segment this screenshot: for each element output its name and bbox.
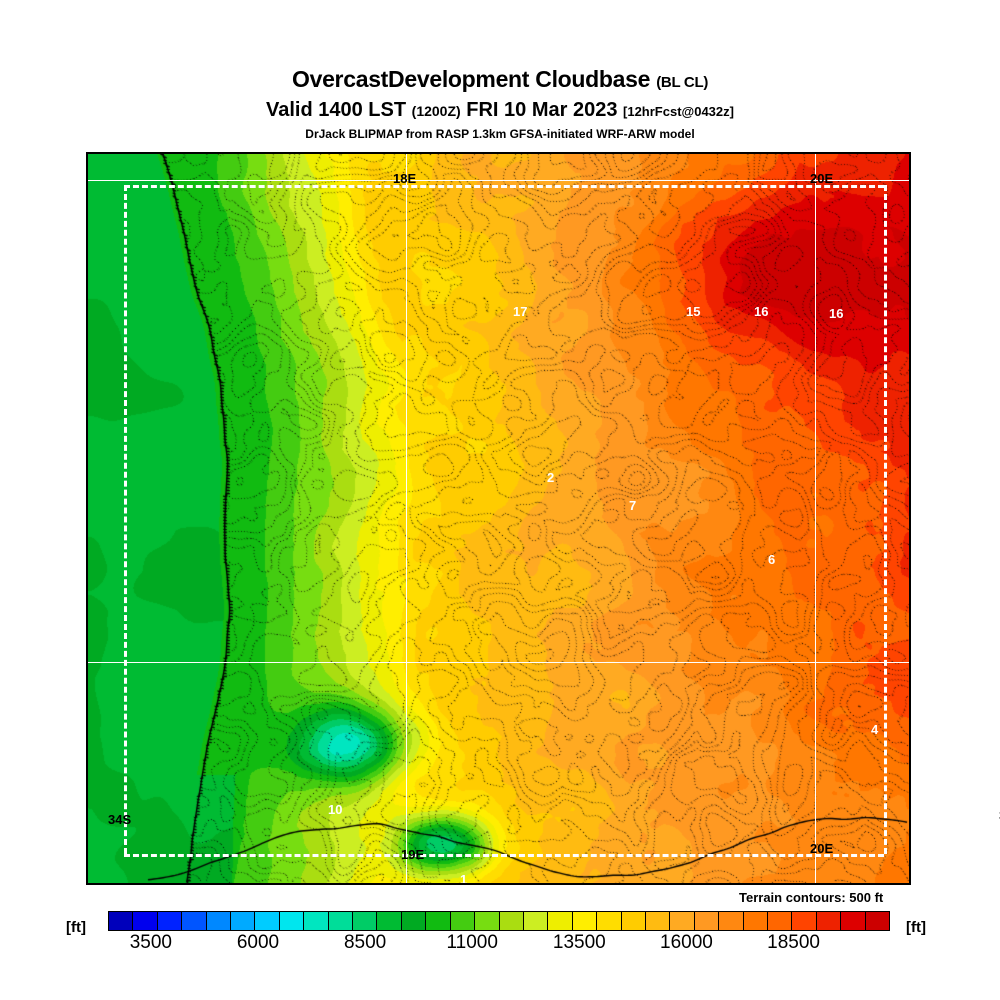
colorbar-tick-label: 16000 xyxy=(660,932,713,953)
geo-coordinate-label: 20E xyxy=(810,841,834,856)
forecast-tag: [12hrFcst@0432z] xyxy=(623,104,734,119)
colorbar-segment xyxy=(157,912,183,930)
colorbar-tick-label: 3500 xyxy=(129,932,172,953)
colorbar-segment xyxy=(475,912,500,930)
colorbar-segment xyxy=(597,912,622,930)
colorbar-unit-left: [ft] xyxy=(66,919,86,936)
colorbar-legend: [ft] [ft] 3500 6000 8500 11000 13500 16000 185… xyxy=(0,908,1000,968)
contour-value-label: 7 xyxy=(629,498,637,513)
colorbar-segment xyxy=(694,912,720,930)
colorbar-segment xyxy=(231,912,256,930)
terrain-contour-note: Terrain contours: 500 ft xyxy=(737,889,886,906)
colorbar-segment xyxy=(743,912,768,930)
colorbar-tick-label: 8500 xyxy=(343,932,387,953)
colorbar-tick-label: 6000 xyxy=(236,932,280,953)
graticule-line-lat xyxy=(88,662,909,663)
colorbar-segment xyxy=(841,912,866,930)
colorbar-segment xyxy=(572,912,598,930)
geo-coordinate-label: 19E xyxy=(401,847,425,862)
valid-time-line: Valid 1400 LST (1200Z) FRI 10 Mar 2023 [… xyxy=(0,99,1000,123)
colorbar-segment xyxy=(426,912,451,930)
cloudbase-raster xyxy=(88,154,909,883)
colorbar-segment xyxy=(767,912,793,930)
colorbar-segment xyxy=(450,912,476,930)
title-block: OvercastDevelopment Cloudbase (BL CL) Va… xyxy=(0,0,1000,141)
graticule-line-lat xyxy=(88,180,909,181)
colorbar-segment xyxy=(255,912,280,930)
title-param-code: (BL CL) xyxy=(656,74,709,91)
colorbar-tick-label: 11000 xyxy=(446,932,498,953)
colorbar-segment xyxy=(719,912,744,930)
colorbar-segment xyxy=(499,912,524,930)
colorbar-segment xyxy=(401,912,427,930)
colorbar-segment xyxy=(645,912,671,930)
graticule-line-lon xyxy=(406,154,407,883)
weather-map[interactable]: 18E20E19E20E17151616278610411 xyxy=(86,152,911,885)
valid-date: FRI 10 Mar 2023 xyxy=(466,99,618,121)
colorbar-segment xyxy=(865,912,889,930)
title-main: OvercastDevelopment Cloudbase xyxy=(291,66,651,92)
domain-boundary-top xyxy=(124,185,884,188)
colorbar-segment xyxy=(328,912,354,930)
contour-value-label: 10 xyxy=(328,802,343,817)
colorbar-segment xyxy=(182,912,207,930)
geo-coordinate-label: 20E xyxy=(810,171,834,186)
colorbar-segment xyxy=(353,912,378,930)
colorbar-segment xyxy=(133,912,158,930)
domain-boundary-right xyxy=(884,185,887,854)
colorbar-tick-label: 18500 xyxy=(767,932,820,953)
colorbar-segment xyxy=(377,912,402,930)
domain-boundary-bottom xyxy=(124,854,884,857)
colorbar-segment xyxy=(109,912,134,930)
colorbar-segment xyxy=(621,912,646,930)
graticule-line-lon xyxy=(815,154,816,883)
colorbar-unit-right: [ft] xyxy=(906,919,926,936)
contour-value-label: 6 xyxy=(768,552,776,567)
latitude-edge-label: 34S xyxy=(108,812,132,827)
colorbar-ticks: 3500 6000 8500 11000 13500 16000 18500 xyxy=(108,932,890,956)
colorbar-segment xyxy=(279,912,305,930)
contour-value-label: 17 xyxy=(513,304,528,319)
contour-value-label: 15 xyxy=(686,304,701,319)
colorbar-segment xyxy=(304,912,329,930)
page-title: OvercastDevelopment Cloudbase (BL CL) xyxy=(0,66,1000,96)
geo-coordinate-label: 18E xyxy=(393,171,417,186)
colorbar-segment xyxy=(548,912,573,930)
contour-value-label: 2 xyxy=(547,470,555,485)
colorbar-segment xyxy=(792,912,817,930)
colorbar-tick-label: 13500 xyxy=(552,932,606,953)
colorbar-gradient xyxy=(108,911,890,931)
valid-utc: (1200Z) xyxy=(411,103,461,119)
contour-value-label: 16 xyxy=(829,306,844,321)
colorbar-segment xyxy=(523,912,549,930)
colorbar-segment xyxy=(816,912,842,930)
colorbar-segment xyxy=(670,912,695,930)
colorbar-segment xyxy=(206,912,232,930)
valid-prefix: Valid 1400 LST xyxy=(266,99,407,121)
contour-value-label: 1 xyxy=(460,872,468,885)
domain-boundary-left xyxy=(124,185,127,854)
model-source-line: DrJack BLIPMAP from RASP 1.3km GFSA-init… xyxy=(305,127,695,141)
contour-value-label: 16 xyxy=(754,304,769,319)
contour-value-label: 4 xyxy=(871,722,879,737)
